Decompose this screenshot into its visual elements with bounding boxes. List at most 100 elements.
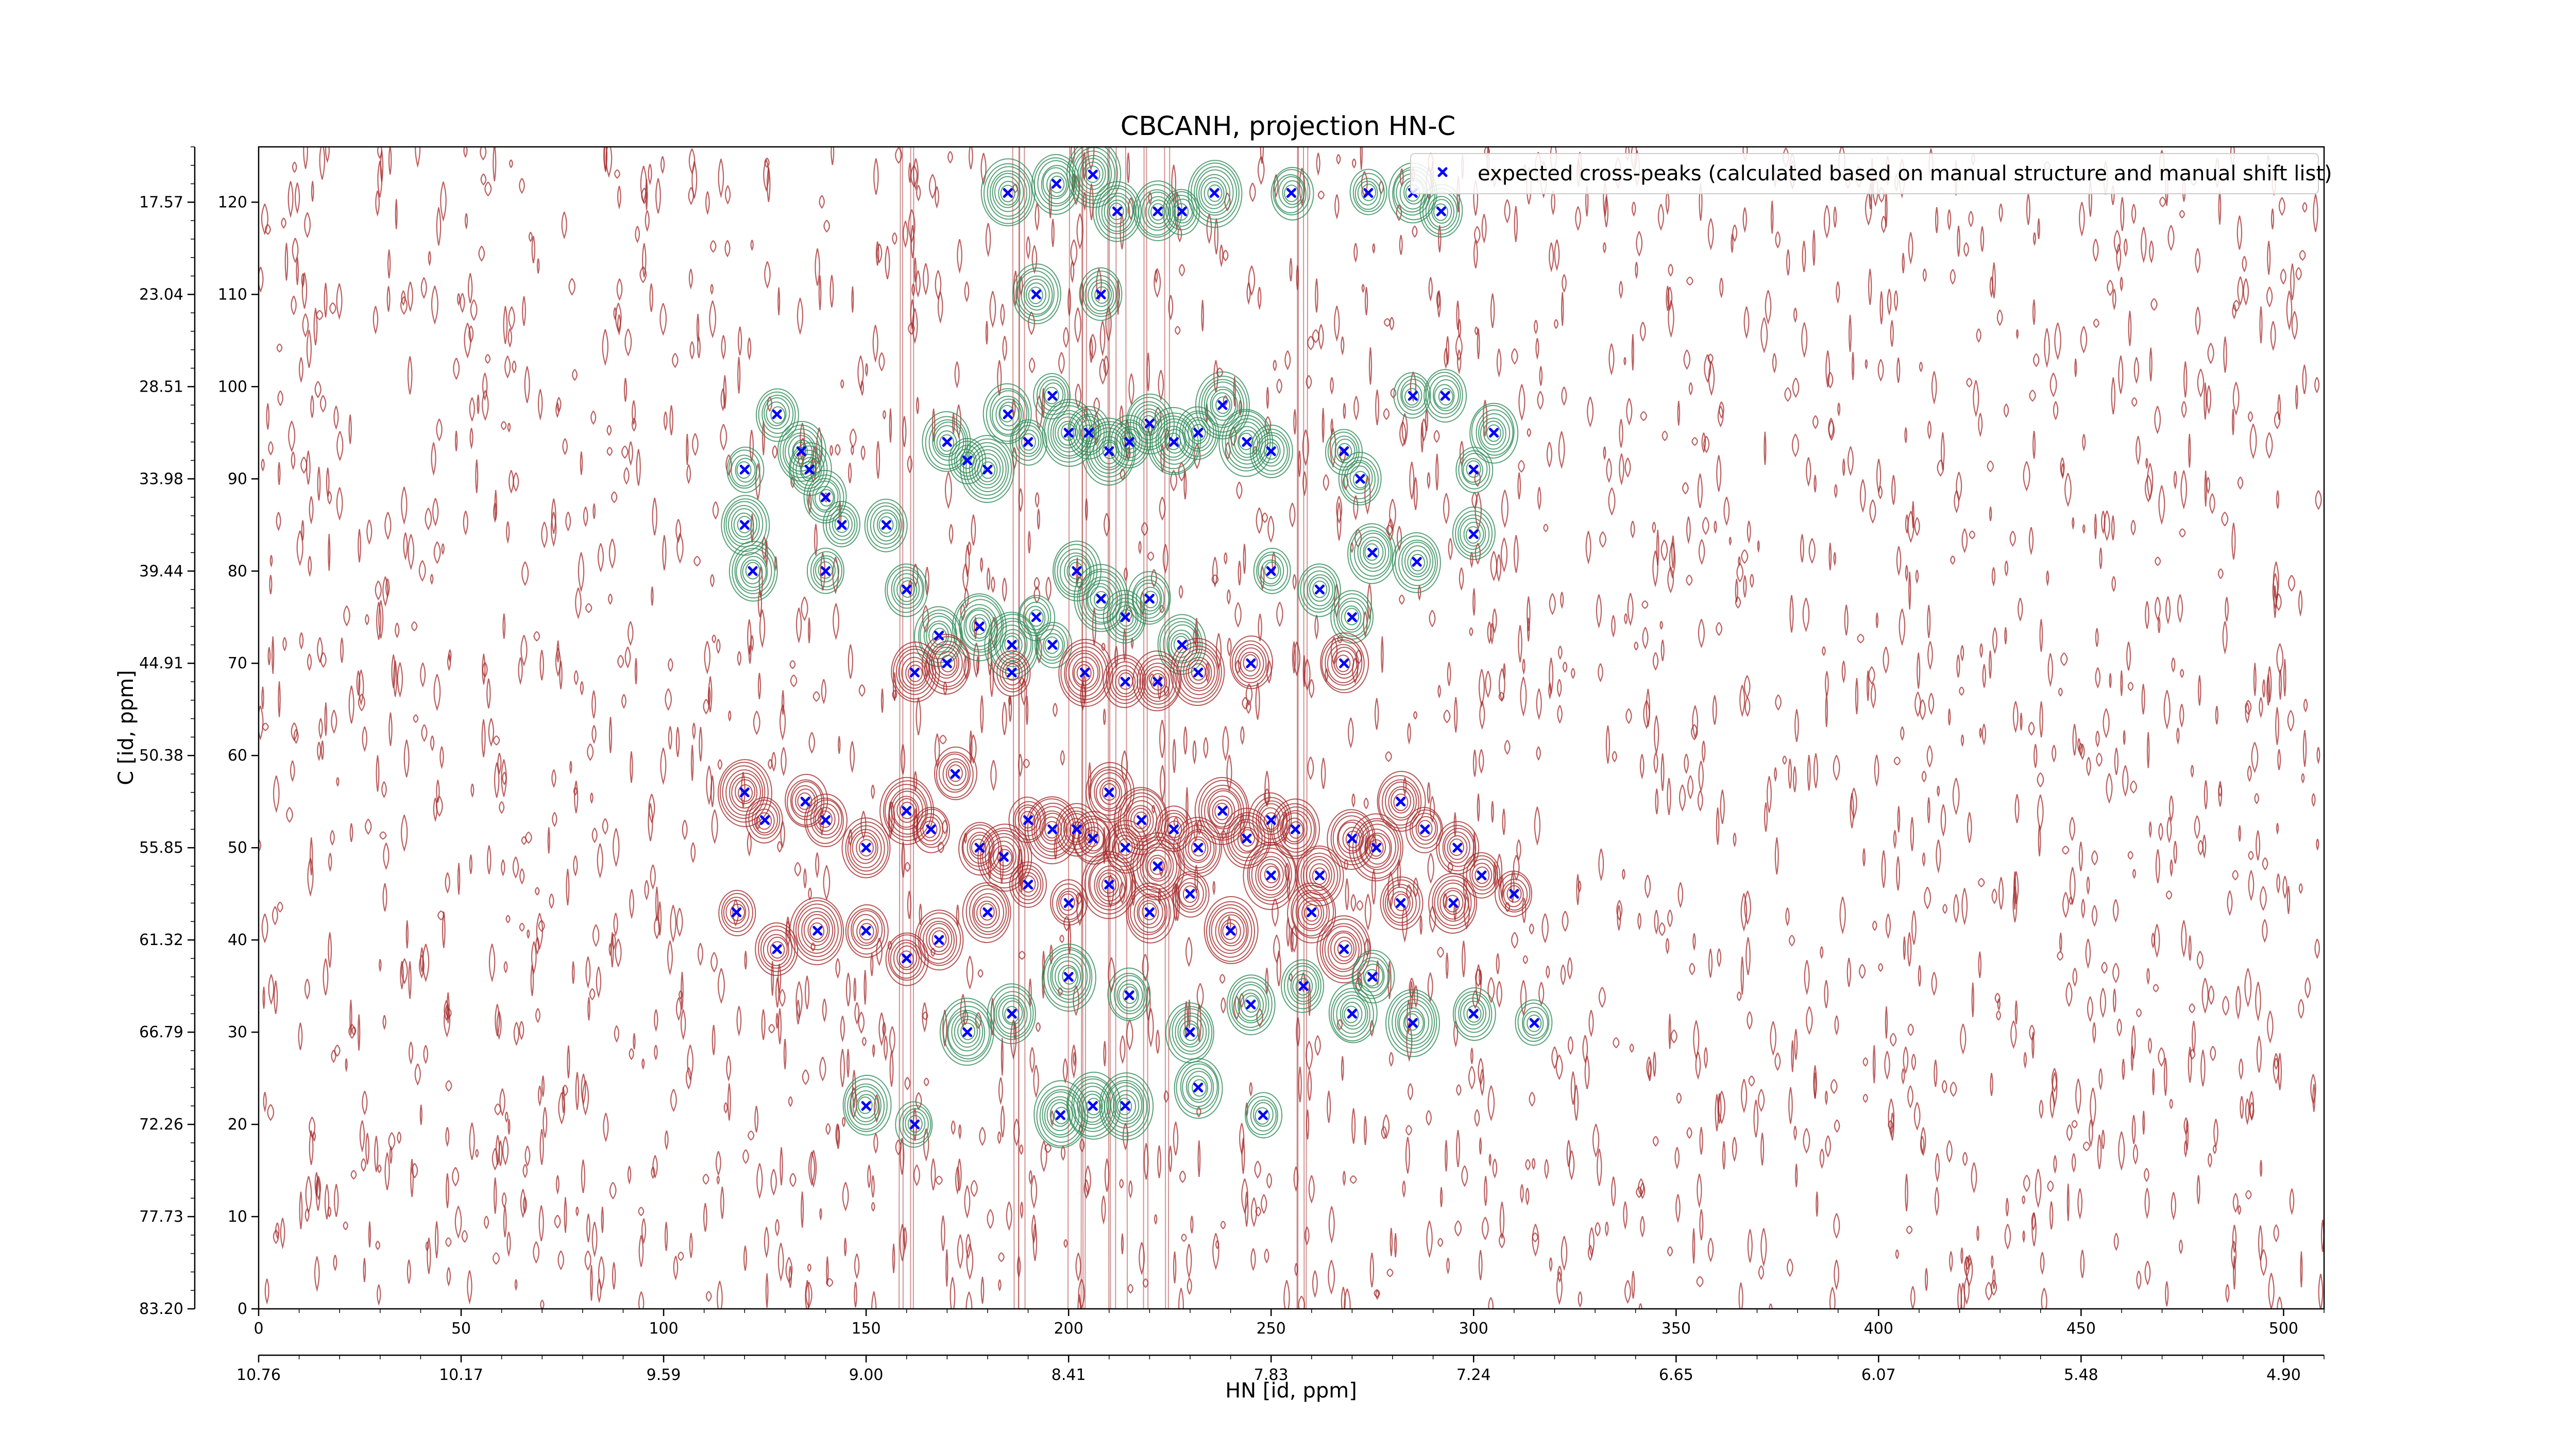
noise-contour: [498, 1140, 503, 1166]
peak-contour: [1478, 413, 1511, 452]
peak-contour: [1445, 895, 1460, 913]
noise-contour: [1669, 542, 1676, 579]
peak-contour: [1353, 530, 1392, 577]
noise-contour: [261, 459, 265, 472]
noise-contour: [387, 249, 391, 278]
peak-marker: [1217, 400, 1228, 410]
peak-contour: [1182, 885, 1198, 903]
noise-contour: [1806, 457, 1811, 487]
noise-contour: [1083, 1179, 1089, 1199]
peak-contour: [1118, 609, 1134, 627]
noise-contour: [1428, 277, 1433, 302]
noise-contour: [2032, 299, 2036, 325]
noise-contour: [2248, 870, 2255, 902]
noise-contour: [951, 1120, 956, 1135]
peak-contour: [1327, 644, 1359, 683]
noise-contour: [2080, 1250, 2085, 1278]
peak-contour: [1075, 415, 1101, 448]
noise-contour: [1157, 1145, 1161, 1178]
peak-contour: [1086, 580, 1118, 619]
noise-contour: [2274, 411, 2281, 430]
noise-contour: [1907, 1023, 1914, 1036]
peak-contour: [1260, 560, 1281, 584]
peak-contour: [998, 998, 1025, 1030]
peak-contour: [1225, 415, 1268, 468]
noise-contour: [1683, 349, 1691, 370]
noise-contour: [998, 1077, 1003, 1105]
peak-contour: [1432, 875, 1476, 930]
peak-contour: [1084, 853, 1133, 915]
noise-contour: [1482, 399, 1488, 436]
noise-contour: [1757, 540, 1760, 553]
peak-contour: [1087, 424, 1130, 478]
noise-contour: [1187, 1277, 1192, 1295]
noise-contour: [320, 740, 324, 760]
noise-contour: [1979, 728, 1982, 739]
noise-contour: [1788, 1087, 1793, 1124]
peak-contour: [1349, 169, 1387, 215]
peak-contour: [994, 176, 1021, 208]
noise-contour: [1381, 636, 1384, 673]
noise-contour: [1560, 964, 1566, 986]
noise-contour: [2004, 1223, 2011, 1250]
contour-layer: [259, 147, 2324, 1309]
x-tick-label: 350: [1662, 1320, 1691, 1338]
noise-contour: [1492, 1158, 1498, 1178]
noise-contour: [964, 281, 970, 302]
noise-contour: [2061, 463, 2064, 480]
noise-contour: [1256, 507, 1263, 534]
noise-contour: [1691, 437, 1698, 446]
noise-contour: [469, 428, 473, 450]
peak-contour: [732, 545, 775, 599]
noise-contour: [501, 1192, 507, 1208]
noise-contour: [922, 1011, 928, 1021]
peak-contour: [1021, 275, 1053, 315]
noise-contour: [2183, 361, 2188, 398]
noise-contour: [298, 1022, 303, 1050]
peak-contour: [939, 998, 994, 1066]
noise-contour: [401, 290, 406, 306]
peak-contour: [1210, 389, 1236, 421]
peak-contour: [1368, 839, 1384, 857]
noise-contour: [522, 1164, 528, 1178]
noise-contour: [2275, 707, 2279, 745]
noise-contour: [1960, 1023, 1967, 1055]
noise-contour: [1765, 290, 1772, 325]
noise-contour: [2170, 859, 2173, 878]
peak-contour: [1162, 189, 1200, 235]
noise-contour: [536, 258, 540, 274]
peak-contour: [1211, 907, 1249, 954]
noise-contour: [494, 1177, 497, 1214]
noise-contour: [2221, 512, 2229, 527]
noise-contour: [2130, 1046, 2134, 1071]
noise-contour: [2163, 1057, 2167, 1096]
noise-contour: [821, 679, 827, 704]
noise-contour: [1413, 477, 1418, 510]
noise-contour: [1063, 327, 1069, 348]
noise-contour: [621, 694, 626, 709]
peak-contour: [1354, 178, 1381, 210]
noise-contour: [1966, 378, 1973, 387]
noise-contour: [2314, 377, 2320, 394]
noise-contour: [440, 181, 447, 222]
peak-contour: [907, 1115, 923, 1133]
noise-contour: [527, 929, 530, 939]
noise-contour: [1792, 377, 1800, 398]
peak-contour: [1397, 375, 1429, 415]
noise-contour: [317, 466, 321, 501]
peak-marker: [1144, 594, 1155, 604]
noise-contour: [720, 424, 727, 451]
noise-contour: [1447, 662, 1451, 686]
peak-marker: [837, 520, 847, 530]
noise-contour: [494, 762, 500, 798]
noise-contour: [710, 284, 714, 295]
noise-contour: [284, 243, 289, 281]
noise-contour: [1445, 952, 1449, 979]
peak-contour: [758, 925, 796, 972]
noise-contour: [650, 864, 656, 890]
noise-contour: [697, 942, 704, 966]
peak-contour: [737, 516, 752, 534]
noise-contour: [991, 576, 995, 593]
peak-marker: [804, 464, 815, 475]
noise-contour: [908, 209, 916, 243]
